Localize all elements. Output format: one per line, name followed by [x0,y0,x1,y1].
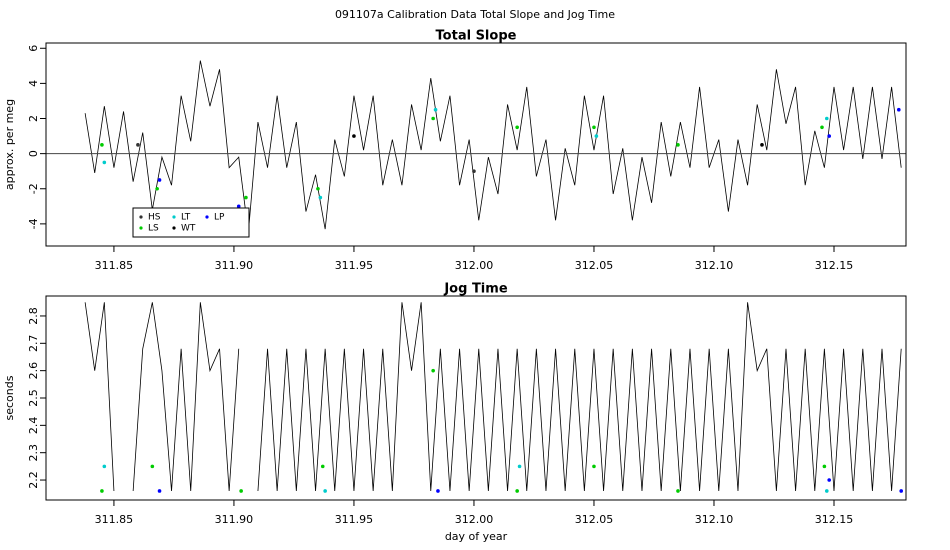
trace-line [84,302,902,492]
legend-marker [205,215,209,219]
legend-marker [172,215,176,219]
y-tick-label: -4 [27,218,40,229]
plot-frame [45,295,907,501]
y-tick-label: 2.7 [27,335,40,353]
y-tick-label: 2.3 [27,444,40,462]
data-point [822,464,827,469]
y-tick-label: 2.6 [27,362,40,380]
x-tick-label: 312.15 [815,513,854,526]
x-tick-label: 311.95 [335,513,374,526]
data-point [676,143,680,147]
data-point [436,489,440,493]
data-point [155,186,159,191]
data-point [820,125,824,130]
data-point [760,143,764,147]
plot-frame [45,42,907,247]
data-point [102,464,107,469]
y-axis-label: approx. per meg [3,99,16,190]
legend-label: HS [148,213,161,223]
x-tick-label: 312.10 [695,513,734,526]
data-point [472,169,476,173]
y-axis-label: seconds [3,375,16,420]
data-point [136,143,140,147]
data-point [239,489,243,493]
legend-box [132,207,250,238]
data-point [157,489,162,493]
panel-title: Total Slope [436,29,517,44]
legend-label: WT [181,224,196,234]
x-tick-label: 311.95 [335,259,374,272]
data-point [100,143,104,147]
data-point [676,489,680,493]
data-point [150,464,155,469]
data-point [594,134,599,138]
page-title: 091107a Calibration Data Total Slope and… [335,8,615,21]
legend-label: LS [148,224,159,234]
x-tick-label: 312.10 [695,259,734,272]
plot-area [46,60,906,233]
legend-marker [139,226,143,230]
data-point [515,489,519,493]
data-point [899,489,903,493]
data-point [102,160,107,165]
x-tick-label: 312.00 [455,513,494,526]
data-point [824,116,829,121]
x-axis-label: day of year [445,530,508,543]
data-point [352,134,356,138]
x-tick-label: 311.85 [95,513,134,526]
x-tick-label: 312.05 [575,259,614,272]
trace-line [84,60,902,233]
data-point [896,107,901,112]
x-tick-label: 311.85 [95,259,134,272]
x-tick-label: 312.15 [815,259,854,272]
data-point [323,489,327,493]
data-point [515,125,519,130]
data-point [320,464,325,469]
x-tick-label: 312.05 [575,513,614,526]
data-point [100,489,104,493]
data-point [157,178,162,182]
data-point [824,489,829,493]
y-tick-label: 2.4 [27,417,40,435]
y-tick-label: 2.2 [27,471,40,489]
y-tick-label: 4 [27,80,40,87]
legend-label: LT [181,213,191,223]
data-point [827,478,831,482]
data-point [316,186,320,191]
data-point [517,464,522,469]
legend-marker [139,215,143,219]
data-point [431,116,435,121]
data-point [433,107,438,112]
y-tick-label: -2 [27,183,40,194]
y-tick-label: 2.8 [27,307,40,325]
data-point [431,368,435,373]
y-tick-label: 6 [27,45,40,52]
legend-label: LP [214,213,225,223]
y-tick-label: 2 [27,115,40,122]
x-tick-label: 311.90 [215,513,254,526]
y-tick-label: 0 [27,150,40,157]
data-point [592,125,596,130]
data-point [592,464,596,469]
legend-marker [172,226,176,230]
data-point [244,195,248,200]
data-point [236,204,241,209]
plot-area [84,302,903,493]
x-tick-label: 312.00 [455,259,494,272]
data-point [827,134,831,138]
data-point [318,195,323,200]
panel-title: Jog Time [443,282,507,297]
y-tick-label: 2.5 [27,389,40,407]
x-tick-label: 311.90 [215,259,254,272]
